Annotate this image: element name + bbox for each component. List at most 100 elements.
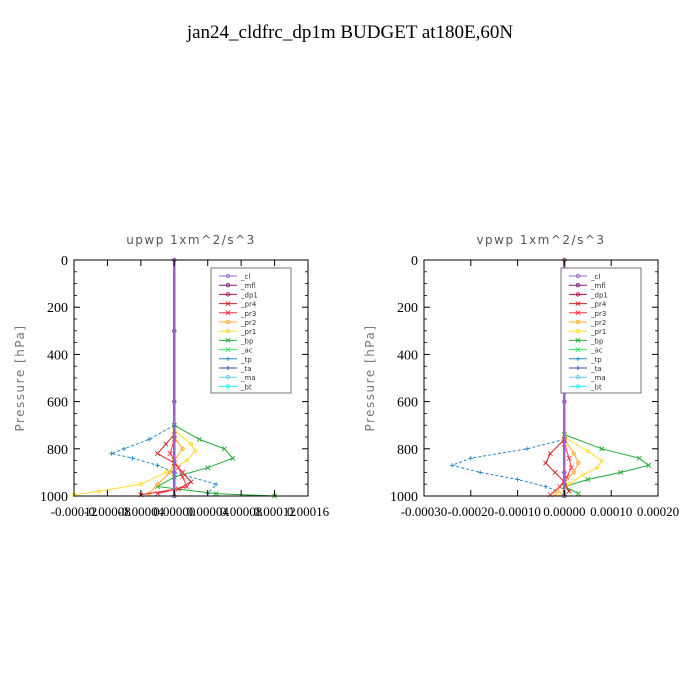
legend-label: _pr3 <box>590 310 606 318</box>
series-marker <box>225 347 231 353</box>
series-marker <box>575 329 581 334</box>
x-tick-label: 0.00012 <box>253 504 295 519</box>
x-tick-label: 0.00000 <box>543 504 585 519</box>
y-tick-label: 1000 <box>40 490 68 505</box>
series-marker <box>575 273 581 279</box>
series-line-pr1 <box>73 429 196 496</box>
series-marker <box>163 441 169 447</box>
series-marker <box>575 375 581 380</box>
series-marker <box>163 470 169 475</box>
legend-label: _bt <box>590 383 602 391</box>
legend-label: _cl <box>590 273 600 281</box>
series-marker <box>552 491 558 496</box>
series-marker <box>585 449 590 454</box>
series-marker <box>566 488 572 494</box>
legend-label: _pr4 <box>240 301 257 309</box>
series-marker <box>205 465 211 471</box>
x-tick-label: -0.00030 <box>401 504 448 519</box>
legend-label: _cl <box>240 273 250 281</box>
x-tick-label: -0.00008 <box>84 504 131 519</box>
series-marker <box>562 470 567 475</box>
series-marker <box>225 329 231 334</box>
y-tick-label: 400 <box>47 348 68 363</box>
legend-label: _ma <box>240 374 256 382</box>
series-marker <box>599 458 604 463</box>
series-marker <box>225 301 231 307</box>
series-marker <box>225 283 231 288</box>
legend-label: _tp <box>240 356 252 364</box>
series-marker <box>155 491 161 497</box>
series-line-tp <box>450 438 565 495</box>
legend-label: _ma <box>590 374 606 382</box>
x-tick-label: 0.00004 <box>187 504 230 519</box>
series-marker <box>595 465 600 470</box>
series-marker <box>138 482 144 487</box>
series-marker <box>184 484 190 490</box>
legend-box <box>210 267 292 394</box>
x-tick-label: -0.00010 <box>494 504 541 519</box>
x-tick-label: -0.00012 <box>51 504 98 519</box>
series-marker <box>557 484 563 490</box>
series-marker <box>552 469 558 475</box>
series-marker <box>225 292 231 297</box>
series-marker <box>175 465 181 471</box>
series-marker <box>213 491 219 497</box>
x-tick-label: 0.00000 <box>153 504 195 519</box>
series-marker <box>580 472 586 477</box>
legend-label: _ta <box>240 365 252 373</box>
legend-label: _mfl <box>590 282 606 290</box>
series-marker <box>188 441 194 447</box>
y-tick-label: 800 <box>397 443 418 458</box>
legend-label: _pr3 <box>240 310 256 318</box>
series-marker <box>566 455 572 461</box>
series-marker <box>575 283 581 288</box>
series-marker <box>184 458 189 463</box>
legend-label: _bt <box>240 383 252 391</box>
series-marker <box>225 319 231 325</box>
series-marker <box>188 479 194 485</box>
series-marker <box>575 310 581 316</box>
series-marker <box>636 455 642 461</box>
series-marker <box>180 474 186 480</box>
series-marker <box>562 399 567 404</box>
series-marker <box>599 446 605 452</box>
y-tick-label: 600 <box>47 396 68 411</box>
y-tick-label: 0 <box>61 254 68 269</box>
y-tick-label: 200 <box>397 301 418 316</box>
series-marker <box>225 310 231 316</box>
x-tick-label: 0.00016 <box>287 504 330 519</box>
legend-box <box>560 267 642 394</box>
series-marker <box>167 470 173 475</box>
legend-label: _dp1 <box>240 291 258 299</box>
series-marker <box>557 491 562 496</box>
series-marker <box>225 375 231 380</box>
y-tick-label: 400 <box>397 348 418 363</box>
series-marker <box>575 292 581 297</box>
series-marker <box>180 446 185 451</box>
x-tick-label: -0.00020 <box>448 504 495 519</box>
legend-label: _mfl <box>240 282 256 290</box>
series-marker <box>155 482 160 487</box>
series-line-pr1 <box>559 436 603 494</box>
legend-label: _pr4 <box>590 301 607 309</box>
y-axis-label: Pressure [hPa] <box>363 324 377 431</box>
x-tick-label: 0.00020 <box>637 504 679 519</box>
series-marker <box>167 451 173 457</box>
series-marker <box>575 491 581 497</box>
series-marker <box>225 273 231 279</box>
legend-label: _ac <box>240 347 253 355</box>
series-marker <box>576 460 581 466</box>
series-marker <box>547 451 553 457</box>
series-marker <box>568 465 574 471</box>
series-marker <box>575 337 581 343</box>
legend-label: _tp <box>590 356 602 364</box>
x-tick-label: 0.00008 <box>220 504 262 519</box>
series-marker <box>172 470 177 475</box>
series-marker <box>585 476 591 482</box>
series-marker <box>172 399 177 404</box>
series-marker <box>566 482 572 487</box>
legend-label: _pr1 <box>240 328 256 336</box>
y-tick-label: 0 <box>411 254 418 269</box>
series-marker <box>196 436 202 442</box>
series-marker <box>221 446 227 452</box>
